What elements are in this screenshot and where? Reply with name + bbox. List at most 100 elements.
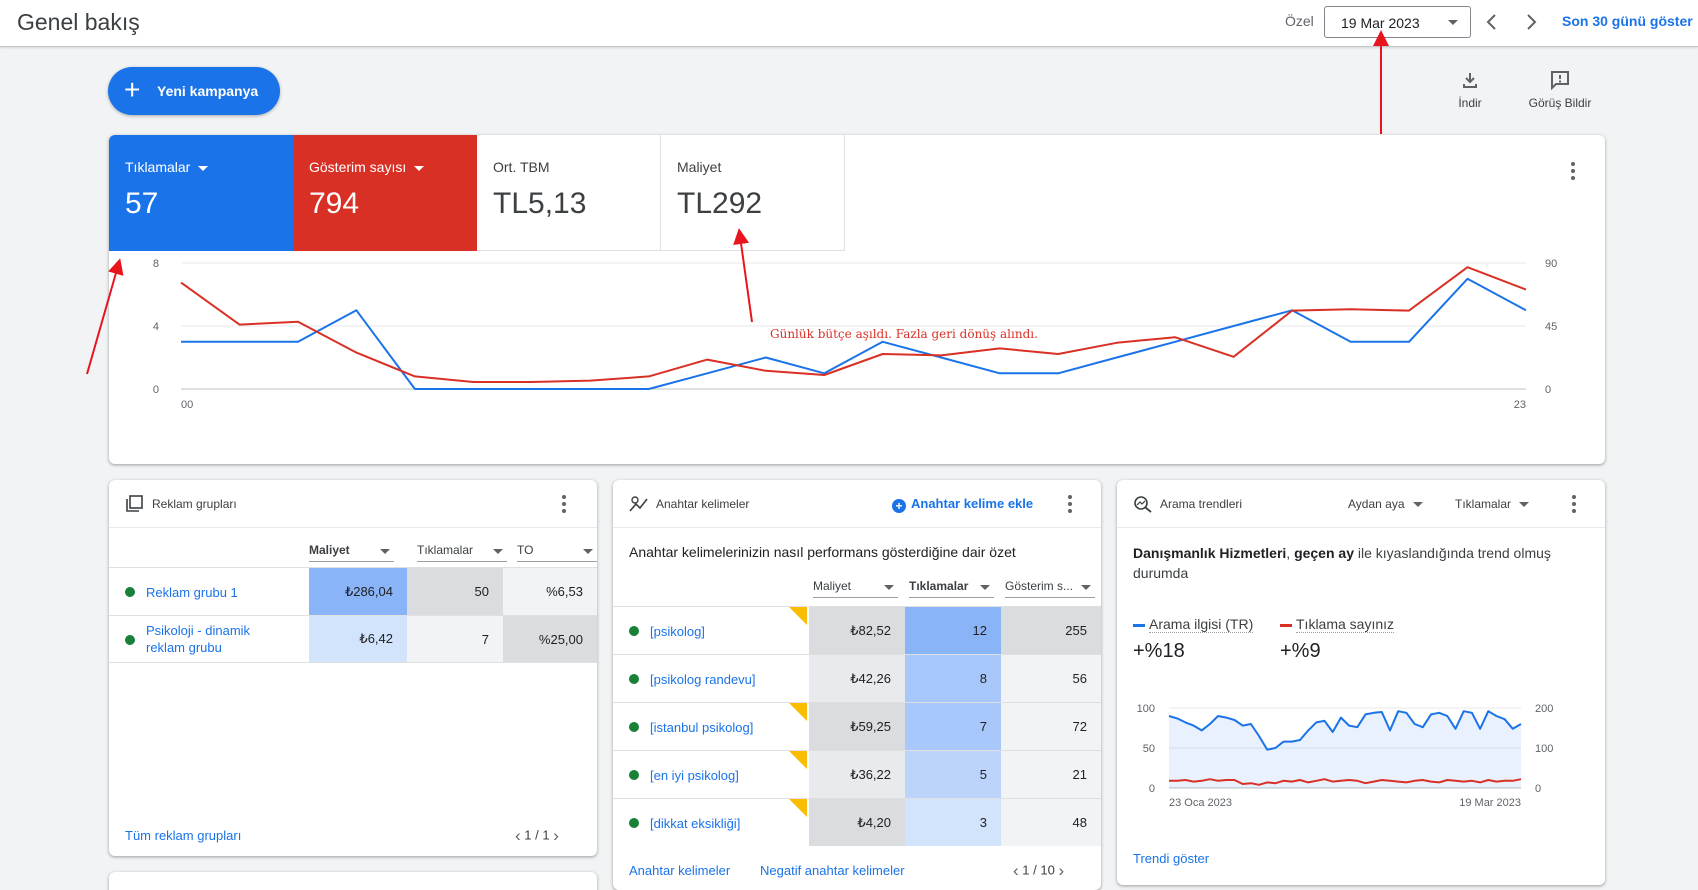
col-impressions-header[interactable]: Gösterim s... xyxy=(1005,579,1095,598)
date-range-label: Özel xyxy=(1285,13,1314,29)
status-enabled-dot xyxy=(629,722,639,732)
ctr-cell: %6,53 xyxy=(503,568,597,615)
download-button[interactable]: İndir xyxy=(1430,70,1510,110)
download-label: İndir xyxy=(1458,96,1482,110)
status-enabled-dot xyxy=(629,770,639,780)
keywords-link[interactable]: Anahtar kelimeler xyxy=(629,863,731,878)
keywords-title: Anahtar kelimeler xyxy=(656,497,750,511)
status-enabled-dot xyxy=(125,587,135,597)
metric-cost-value: TL292 xyxy=(677,187,763,220)
series-line xyxy=(181,277,1527,390)
metric-cost-name: Maliyet xyxy=(677,159,722,175)
keyword-link[interactable]: [psikolog] xyxy=(650,624,705,639)
next-period-button[interactable] xyxy=(1519,10,1543,34)
table-row[interactable]: [dikkat eksikliği] ₺4,20 3 48 xyxy=(613,798,1101,846)
col-cost-header[interactable]: Maliyet xyxy=(309,543,394,562)
previous-period-button[interactable] xyxy=(1480,10,1504,34)
metric-dropdown[interactable]: Tıklamalar xyxy=(1455,497,1530,511)
clicks-cell: 50 xyxy=(407,568,503,615)
chevron-left-icon xyxy=(1486,14,1496,30)
keywords-pager[interactable]: ‹ 1 / 10 › xyxy=(1013,861,1065,880)
metric-cost-tile[interactable]: Maliyet TL292 xyxy=(661,135,845,251)
impressions-cell: 56 xyxy=(1001,655,1101,702)
negative-keywords-link[interactable]: Negatif anahtar kelimeler xyxy=(760,863,905,878)
cost-cell: ₺6,42 xyxy=(309,616,407,662)
keywords-header: Anahtar kelimeler + Anahtar kelime ekle xyxy=(613,480,1101,528)
keyword-link[interactable]: [istanbul psikolog] xyxy=(650,720,754,735)
metric-impressions-tile[interactable]: Gösterim sayısı 794 xyxy=(293,135,477,251)
all-ad-groups-link[interactable]: Tüm reklam grupları xyxy=(125,828,242,843)
page-title: Genel bakış xyxy=(17,9,140,35)
add-keyword-button[interactable]: + Anahtar kelime ekle xyxy=(892,496,1033,513)
metric-avg-cpc-name: Ort. TBM xyxy=(493,159,550,175)
feedback-button[interactable]: Görüş Bildir xyxy=(1520,70,1600,110)
table-row[interactable]: [psikolog] ₺82,52 12 255 xyxy=(613,606,1101,654)
more-options-icon[interactable] xyxy=(561,495,567,515)
new-campaign-button[interactable]: + Yeni kampanya xyxy=(108,67,280,115)
col-cost-header[interactable]: Maliyet xyxy=(813,579,898,598)
legend-search-interest: Arama ilgisi (TR) xyxy=(1133,616,1254,633)
ad-group-name-link[interactable]: Psikoloji - dinamik reklam grubu xyxy=(146,623,251,655)
chevron-down-icon xyxy=(1081,585,1091,590)
col-ctr-header[interactable]: TO xyxy=(517,543,597,562)
more-options-icon[interactable] xyxy=(1570,162,1576,182)
search-interest-change: +%18 xyxy=(1133,640,1185,662)
table-row[interactable]: Psikoloji - dinamik reklam grubu ₺6,42 7 … xyxy=(109,615,597,663)
search-trends-card: Arama trendleri Aydan aya Tıklamalar Dan… xyxy=(1117,480,1605,885)
date-range-value: 19 Mar 2023 xyxy=(1341,15,1420,31)
metric-clicks-tile[interactable]: Tıklamalar 57 xyxy=(109,135,293,251)
ad-groups-card: Reklam grupları Maliyet Tıklamalar TO Re… xyxy=(109,480,597,856)
ad-groups-pager[interactable]: ‹ 1 / 1 › xyxy=(515,826,559,845)
x-tick-label: 23 xyxy=(1514,399,1526,411)
table-row[interactable]: Reklam grubu 1 ₺286,04 50 %6,53 xyxy=(109,567,597,615)
download-icon xyxy=(1463,73,1477,88)
keyword-link[interactable]: [psikolog randevu] xyxy=(650,672,756,687)
show-trend-link[interactable]: Trendi göster xyxy=(1133,851,1210,866)
trend-description: Danışmanlık Hizmetleri, geçen ay ile kıy… xyxy=(1133,545,1551,581)
overview-performance-card: Tıklamalar 57 Gösterim sayısı 794 Ort. T… xyxy=(109,135,1605,464)
y-left-tick-label: 0 xyxy=(1149,783,1155,795)
more-options-icon[interactable] xyxy=(1067,495,1073,515)
search-trends-title: Arama trendleri xyxy=(1160,497,1243,511)
ad-groups-header: Reklam grupları xyxy=(109,480,597,528)
period-dropdown[interactable]: Aydan aya xyxy=(1348,497,1423,511)
ad-groups-title: Reklam grupları xyxy=(152,497,237,511)
keyword-link[interactable]: [dikkat eksikliği] xyxy=(650,816,741,831)
keywords-summary: Anahtar kelimelerinizin nasıl performans… xyxy=(629,544,1016,560)
table-row[interactable]: [en iyi psikolog] ₺36,22 5 21 xyxy=(613,750,1101,798)
keywords-card: Anahtar kelimeler + Anahtar kelime ekle A… xyxy=(613,480,1101,890)
col-clicks-header[interactable]: Tıklamalar xyxy=(417,543,507,562)
cost-cell: ₺59,25 xyxy=(809,703,905,750)
y-left-tick-label: 0 xyxy=(153,384,159,396)
keyword-link[interactable]: [en iyi psikolog] xyxy=(650,768,739,783)
clicks-cell: 7 xyxy=(407,616,503,662)
chevron-down-icon xyxy=(493,549,503,554)
new-campaign-label: Yeni kampanya xyxy=(157,83,259,99)
warning-flag-icon xyxy=(789,799,807,817)
cost-cell: ₺4,20 xyxy=(809,799,905,846)
y-left-tick-label: 8 xyxy=(153,258,159,270)
table-row[interactable]: [psikolog randevu] ₺42,26 8 56 xyxy=(613,654,1101,702)
table-row[interactable]: [istanbul psikolog] ₺59,25 7 72 xyxy=(613,702,1101,750)
top-bar: Genel bakış Özel 19 Mar 2023 Son 30 günü… xyxy=(0,0,1698,47)
ad-group-name-link[interactable]: Reklam grubu 1 xyxy=(146,585,238,600)
col-clicks-header[interactable]: Tıklamalar xyxy=(909,579,994,598)
chevron-down-icon xyxy=(980,585,990,590)
overview-line-chart: 0 4 8 0 45 90 00 23 xyxy=(153,258,1557,411)
metric-avg-cpc-tile[interactable]: Ort. TBM TL5,13 xyxy=(477,135,661,251)
date-range-select[interactable]: 19 Mar 2023 xyxy=(1324,6,1471,38)
your-clicks-change: +%9 xyxy=(1280,640,1321,662)
show-last-30-days-link[interactable]: Son 30 günü göster xyxy=(1562,13,1693,29)
impressions-cell: 21 xyxy=(1001,751,1101,798)
y-left-tick-label: 100 xyxy=(1137,703,1155,715)
x-tick-label: 23 Oca 2023 xyxy=(1169,797,1232,809)
cost-cell: ₺82,52 xyxy=(809,607,905,654)
chevron-right-icon xyxy=(1527,14,1537,30)
y-right-tick-label: 200 xyxy=(1535,703,1553,715)
status-enabled-dot xyxy=(125,635,135,645)
keyword-trend-icon xyxy=(629,496,648,512)
y-left-tick-label: 4 xyxy=(153,321,159,333)
series-line xyxy=(1168,710,1522,751)
more-options-icon[interactable] xyxy=(1571,495,1577,515)
y-left-tick-label: 50 xyxy=(1143,743,1155,755)
